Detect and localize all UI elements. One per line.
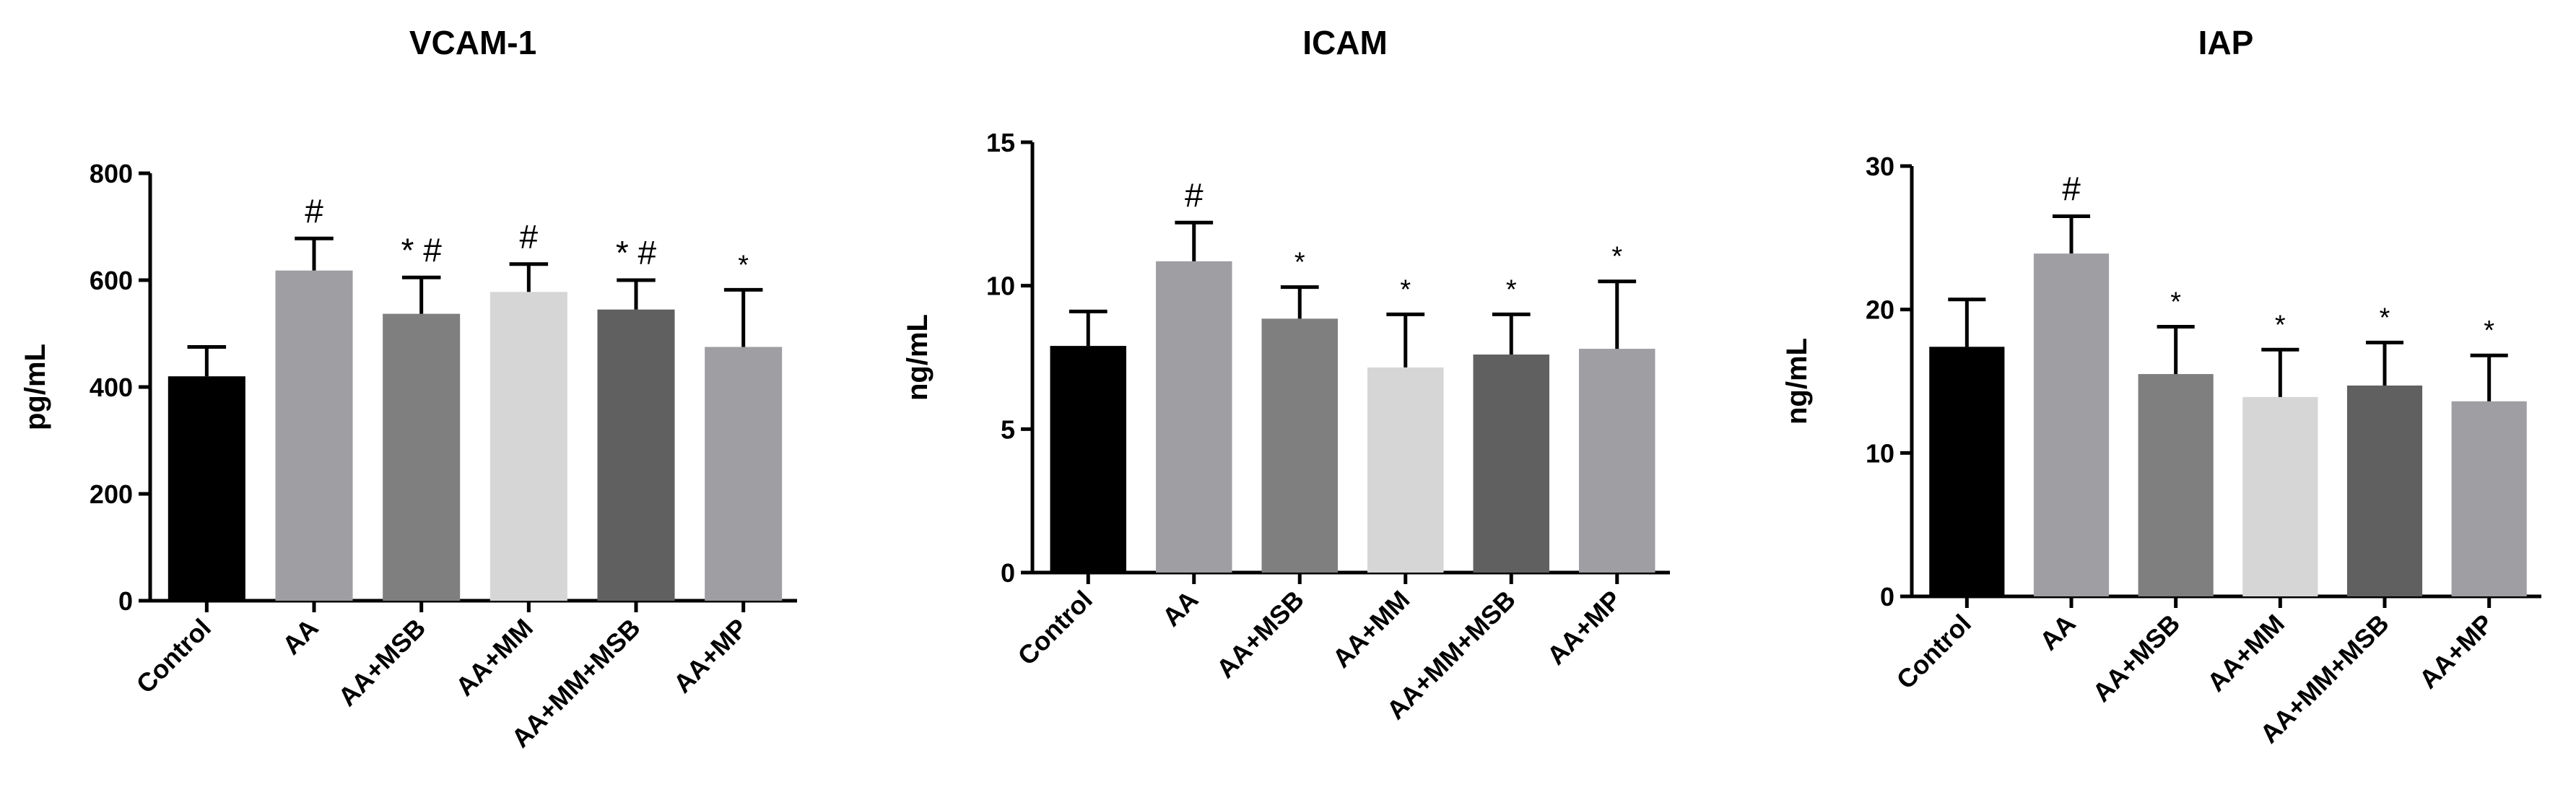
bar — [167, 376, 245, 601]
significance-label: * — [2484, 316, 2494, 346]
bar — [2242, 396, 2318, 596]
bar — [1367, 367, 1444, 573]
y-tick-label: 400 — [90, 373, 133, 402]
x-tick-label: AA+MP — [1541, 585, 1627, 671]
significance-label: * — [2170, 287, 2181, 318]
y-tick-label: 5 — [1001, 414, 1015, 444]
y-tick-label: 10 — [1866, 438, 1894, 468]
significance-label: # — [1185, 176, 1204, 214]
y-axis-label: ng/mL — [902, 314, 934, 401]
bar — [1929, 347, 2005, 596]
bar — [1156, 261, 1232, 573]
y-tick-label: 0 — [118, 586, 133, 616]
significance-label: * — [1611, 242, 1622, 272]
x-tick-label: AA+MM — [2201, 609, 2290, 697]
x-tick-label: AA — [2034, 609, 2081, 656]
chart-title: VCAM-1 — [409, 24, 536, 61]
chart-panel-icam: ICAM ng/mL 0 5 10 15 Control AA # AA+MSB * AA+MM *… — [902, 24, 1670, 725]
bar — [705, 347, 783, 601]
significance-label: # — [2062, 170, 2081, 208]
x-tick-label: AA+MSB — [1211, 585, 1310, 684]
x-tick-label: AA+MM — [1326, 585, 1415, 674]
x-tick-label: Control — [131, 613, 217, 699]
y-tick-label: 800 — [90, 159, 133, 188]
x-tick-label: Control — [1891, 609, 1977, 695]
significance-label: * # — [401, 231, 443, 269]
significance-label: * — [1400, 274, 1411, 305]
significance-label: * — [2275, 310, 2286, 340]
y-tick-label: 0 — [1001, 558, 1015, 588]
y-axis-label: pg/mL — [19, 344, 51, 430]
x-tick-label: AA+MSB — [2087, 609, 2185, 708]
bar — [1261, 318, 1338, 573]
significance-label: * — [738, 250, 749, 280]
x-tick-label: AA — [1157, 585, 1204, 632]
y-tick-label: 10 — [986, 271, 1015, 301]
x-tick-label: AA+MP — [2414, 609, 2499, 695]
significance-label: * — [2380, 303, 2390, 333]
x-tick-label: Control — [1011, 585, 1097, 671]
y-tick-label: 15 — [986, 128, 1015, 157]
bar — [2033, 253, 2110, 596]
significance-label: # — [305, 192, 323, 230]
y-tick-label: 20 — [1866, 295, 1894, 325]
bar — [489, 292, 567, 601]
x-tick-label: AA+MM — [450, 613, 539, 702]
chart-title: IAP — [2198, 24, 2254, 61]
significance-label: * — [1506, 274, 1517, 305]
y-tick-label: 0 — [1880, 582, 1894, 612]
y-tick-label: 30 — [1866, 152, 1894, 181]
chart-title: ICAM — [1302, 24, 1388, 61]
bar — [2346, 385, 2423, 596]
significance-label: * — [1294, 248, 1305, 278]
bar — [275, 270, 353, 601]
x-tick-label: AA+MSB — [332, 613, 431, 712]
bar — [2138, 374, 2214, 596]
bar — [597, 309, 675, 601]
chart-panel-vcam: VCAM-1 pg/mL 0 200 400 600 800 Control AA # AA+M… — [19, 24, 797, 753]
bar — [2451, 401, 2527, 596]
y-axis-label: ng/mL — [1781, 338, 1813, 425]
bar — [1473, 355, 1549, 573]
y-tick-label: 600 — [90, 266, 133, 295]
bar — [1050, 346, 1126, 573]
bar — [1579, 349, 1655, 573]
x-tick-label: AA+MP — [668, 613, 754, 699]
x-tick-label: AA — [277, 613, 324, 661]
y-tick-label: 200 — [90, 479, 133, 509]
bar — [383, 313, 461, 601]
significance-label: * # — [616, 234, 657, 271]
significance-label: # — [520, 218, 539, 256]
chart-panel-iap: IAP ng/mL 0 10 20 30 Control AA # AA+MSB * AA+MM *… — [1781, 24, 2541, 749]
